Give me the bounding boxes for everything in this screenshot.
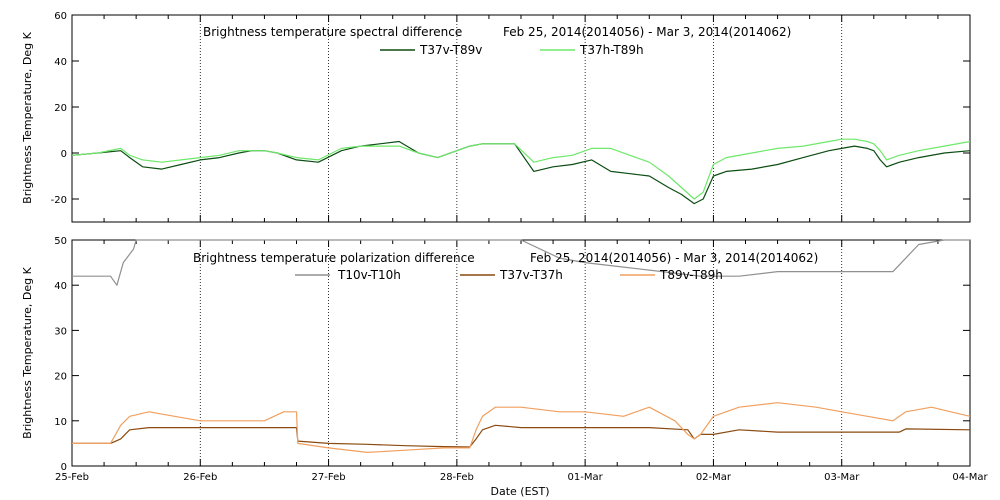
series-line-t89v-t89h xyxy=(72,402,971,453)
legend-label: T37v-T37h xyxy=(499,268,563,282)
x-tick-label: 25-Feb xyxy=(55,472,89,483)
legend-label: T89v-T89h xyxy=(659,268,723,282)
y-axis-title: Brightness Temperature, Deg K xyxy=(21,31,34,203)
series-line-t37h-t89h xyxy=(71,138,971,200)
y-tick-label: 0 xyxy=(61,149,67,160)
x-tick-label: 28-Feb xyxy=(440,472,474,483)
legend-label: T37h-T89h xyxy=(579,43,644,57)
x-tick-label: 01-Mar xyxy=(568,472,604,483)
series-lines xyxy=(71,138,971,205)
y-tick-label: 40 xyxy=(54,57,67,68)
legend: T10v-T10h T37v-T37h T89v-T89h xyxy=(295,268,723,282)
y-tick-label: 20 xyxy=(54,103,67,114)
chart-title: Brightness temperature spectral differen… xyxy=(203,25,462,39)
chart-subtitle: Feb 25, 2014(2014056) - Mar 3, 2014(2014… xyxy=(530,251,818,265)
y-tick-label: 10 xyxy=(54,417,67,428)
plot-frame xyxy=(71,14,971,223)
y-axis-title: Brightness Temperature, Deg K xyxy=(21,266,34,438)
y-tick-label: -20 xyxy=(51,195,67,206)
x-tick-label: 26-Feb xyxy=(183,472,217,483)
y-tick-label: 60 xyxy=(54,11,67,22)
legend: T37v-T89v T37h-T89h xyxy=(380,43,644,57)
chart-title: Brightness temperature polarization diff… xyxy=(193,251,475,265)
y-tick-label: 40 xyxy=(54,281,67,292)
x-tick-label: 03-Mar xyxy=(824,472,860,483)
y-tick-label: 0 xyxy=(61,462,67,473)
spectral-difference-panel: -20 0 20 40 60 Brightness temperature spectr… xyxy=(21,11,971,223)
legend-label: T10v-T10h xyxy=(337,268,401,282)
polarization-difference-panel: 0 10 20 30 40 50 25-Feb 26-Feb 27-Feb 28-Feb 01-Ma… xyxy=(21,236,988,498)
x-tick-label: 02-Mar xyxy=(696,472,732,483)
x-axis-title: Date (EST) xyxy=(490,485,549,498)
grid-lines xyxy=(199,15,843,222)
series-line-t37v-t89v xyxy=(71,140,971,205)
legend-label: T37v-T89v xyxy=(419,43,482,57)
series-lines xyxy=(72,239,971,453)
y-tick-label: 30 xyxy=(54,326,67,337)
axis-ticks: -20 0 20 40 60 xyxy=(51,11,971,222)
x-tick-label: 04-Mar xyxy=(952,472,988,483)
y-tick-label: 50 xyxy=(54,236,67,247)
chart-subtitle: Feb 25, 2014(2014056) - Mar 3, 2014(2014… xyxy=(503,25,791,39)
x-tick-label: 27-Feb xyxy=(312,472,346,483)
y-tick-label: 20 xyxy=(54,372,67,383)
series-line-t10v-t10h xyxy=(72,239,970,286)
axis-ticks: 0 10 20 30 40 50 25-Feb 26-Feb 27-Feb 28-Feb 01-Ma… xyxy=(54,236,988,483)
series-line-t37v-t37h xyxy=(72,424,971,448)
